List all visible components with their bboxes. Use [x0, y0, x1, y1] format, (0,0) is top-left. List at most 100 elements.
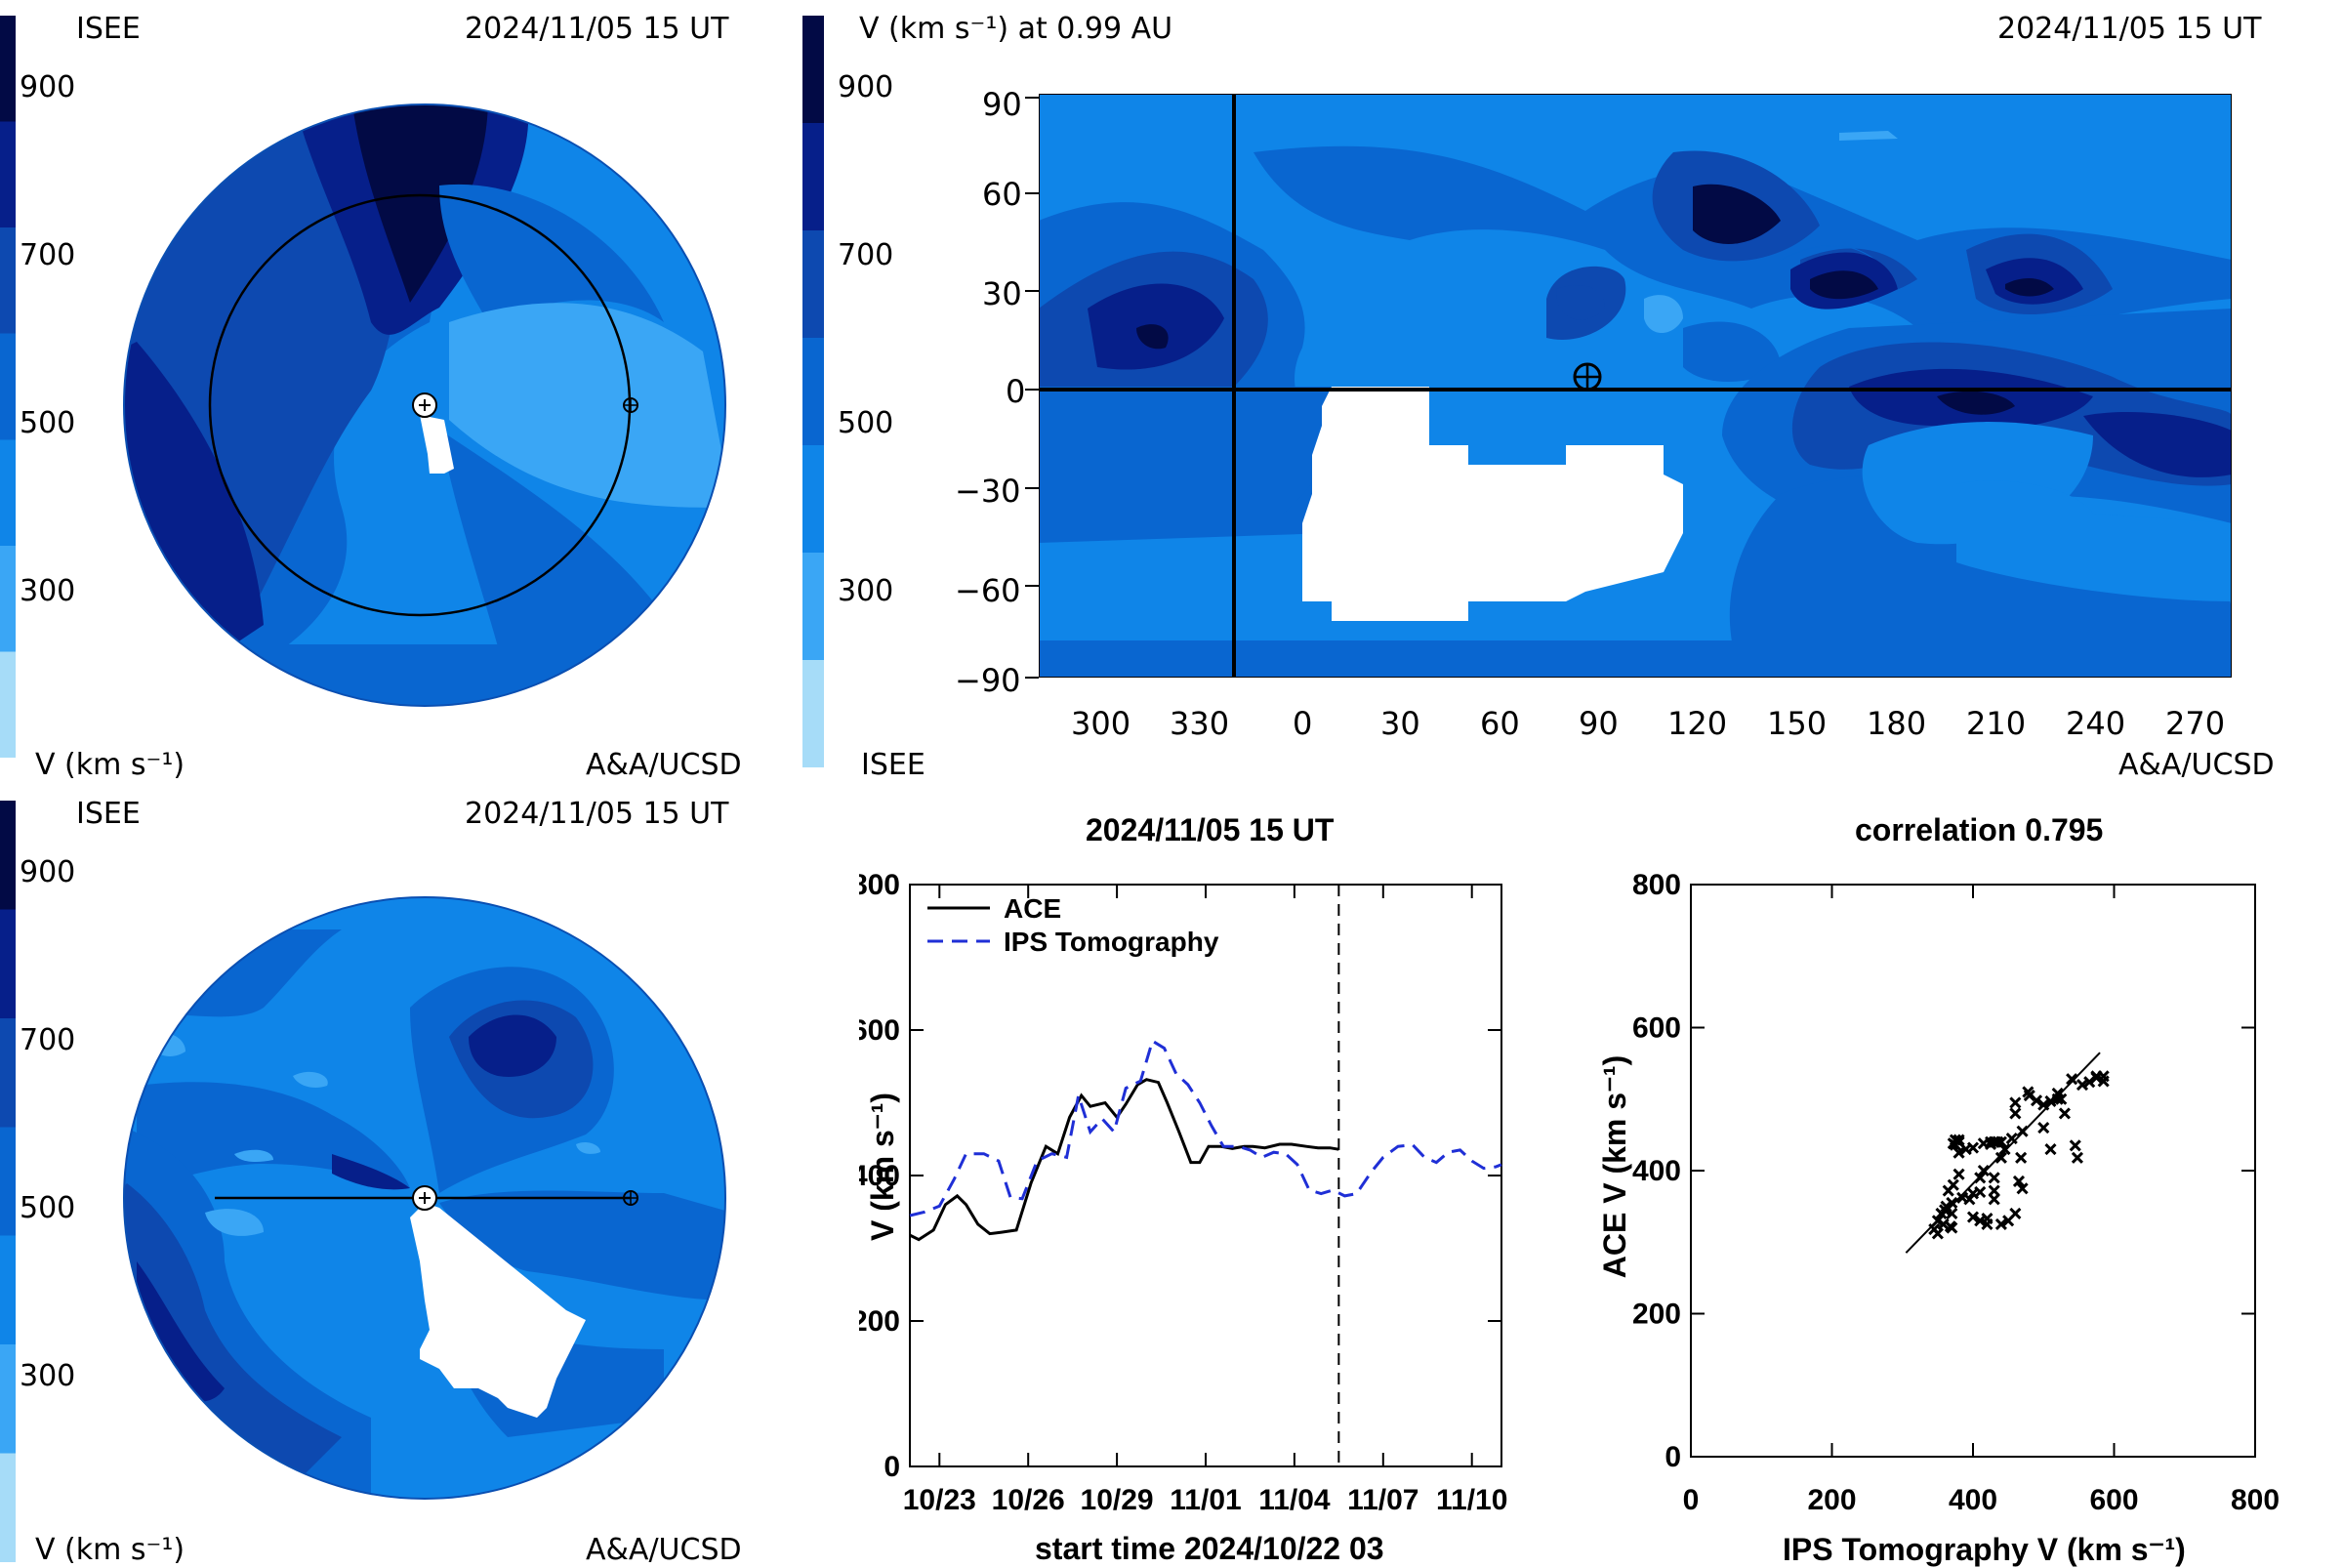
x-tick-label: 600 [2089, 1484, 2138, 1516]
scatter-point [2012, 1175, 2026, 1188]
scatter-point [1998, 1142, 2011, 1156]
scatter-plot: 0 200 400 600 800 0 200 400 600 800 [1632, 869, 2280, 1516]
scatter-point [2009, 1096, 2022, 1109]
colorbar-tick-700: 700 [20, 1023, 76, 1057]
map-x-tick: 300 [1071, 705, 1131, 742]
scatter-point [2083, 1076, 2096, 1089]
scatter-point [1988, 1193, 2000, 1206]
colorbar-tick-300: 300 [20, 1359, 76, 1393]
scatter-point [2044, 1142, 2057, 1156]
y-tick-label: 600 [1632, 1012, 1681, 1045]
colorbar-tick-700: 700 [838, 238, 894, 272]
map-x-tick: 270 [2165, 705, 2226, 742]
ips-series-line [909, 1038, 1502, 1217]
y-tick-label: 800 [1632, 869, 1681, 901]
scatter-point [2009, 1107, 2022, 1120]
map-title: V (km s⁻¹) at 0.99 AU [859, 12, 1173, 46]
scatter-point [1946, 1207, 1958, 1220]
scatter-point [1994, 1151, 2007, 1164]
legend-label: ACE [1004, 893, 1061, 924]
colorbar-tick-900: 900 [20, 70, 76, 104]
scatter-point [2037, 1098, 2050, 1111]
ace-series-line [909, 1078, 1339, 1242]
map-x-tick: 90 [1579, 705, 1619, 742]
timeseries-frame [909, 884, 1502, 1467]
ecliptic-view-plot [123, 103, 726, 707]
scatter-point [1956, 1191, 1969, 1204]
scatter-point [2015, 1151, 2028, 1164]
y-tick-label: 200 [859, 1305, 900, 1338]
colorbar-unit-label: V (km s⁻¹) [35, 1533, 185, 1567]
scatter-point [2037, 1121, 2050, 1135]
map-x-tick: 30 [1380, 705, 1420, 742]
map-y-tick: −90 [955, 662, 1021, 699]
x-tick-label: 0 [1683, 1484, 1700, 1516]
scatter-point [1949, 1138, 1961, 1151]
map-y-tick: 90 [982, 86, 1022, 123]
y-tick-label: 0 [884, 1451, 900, 1483]
colorbar-tick-300: 300 [20, 574, 76, 608]
x-tick-label: 11/07 [1347, 1484, 1418, 1516]
scatter-point [2016, 1182, 2029, 1195]
scatter-point [1944, 1220, 1956, 1233]
map-axis-ticks [1025, 97, 1039, 679]
x-tick-label: 800 [2231, 1484, 2280, 1516]
x-tick-label: 11/01 [1170, 1484, 1241, 1516]
scatter-point [2016, 1125, 2029, 1137]
y-tick-label: 400 [859, 1160, 900, 1192]
scatter-point [2076, 1079, 2089, 1092]
map-footer-right: A&A/UCSD [2118, 748, 2275, 782]
panel-footer-right: A&A/UCSD [586, 748, 742, 782]
scatter-point [1931, 1215, 1944, 1227]
x-tick-label: 10/29 [1081, 1484, 1154, 1516]
map-y-tick: 30 [982, 275, 1022, 312]
panel-title-left: ISEE [76, 797, 141, 831]
timeseries-title: 2024/11/05 15 UT [1086, 812, 1335, 847]
scatter-point [1942, 1184, 1954, 1197]
map-y-tick: −60 [955, 572, 1021, 609]
scatter-point [1974, 1172, 1987, 1184]
scatter-point [2051, 1087, 2064, 1099]
scatter-point [2066, 1073, 2078, 1086]
scatter-point [1931, 1227, 1944, 1240]
x-tick-label: 10/26 [992, 1484, 1065, 1516]
x-tick-label: 200 [1807, 1484, 1856, 1516]
scatter-point [2009, 1207, 2022, 1220]
panel-title-right: 2024/11/05 15 UT [465, 797, 729, 831]
x-tick-label: 400 [1949, 1484, 1997, 1516]
map-x-tick: 0 [1293, 705, 1313, 742]
panel-title-right: 2024/11/05 15 UT [465, 12, 729, 46]
colorbar-tick-500: 500 [20, 406, 76, 440]
scatter-point [1939, 1204, 1952, 1217]
timeseries-xlabel: start time 2024/10/22 03 [1035, 1531, 1384, 1566]
map-footer-left: ISEE [861, 748, 925, 782]
scatter-point [2069, 1139, 2081, 1152]
x-tick-label: 10/23 [903, 1484, 976, 1516]
colorbar-tick-300: 300 [838, 574, 894, 608]
scatter-point [2030, 1094, 2043, 1107]
map-y-tick: 0 [1006, 373, 1026, 410]
colorbar-tick-700: 700 [20, 238, 76, 272]
colorbar-map [802, 16, 824, 767]
panel-footer-right: A&A/UCSD [586, 1533, 742, 1567]
scatter-point [1974, 1215, 1987, 1227]
velocity-map-plot [1039, 94, 2232, 678]
scatter-point [1994, 1217, 2007, 1230]
y-tick-label: 600 [859, 1014, 900, 1047]
scatter-point [2071, 1151, 2083, 1164]
scatter-point [1966, 1141, 1980, 1154]
map-x-tick: 120 [1667, 705, 1728, 742]
scatter-frame [1690, 884, 2256, 1458]
scatter-point [1981, 1217, 1994, 1230]
colorbar-bottom-left [0, 801, 16, 1562]
panel-title-left: ISEE [76, 12, 141, 46]
timeseries-plot: 0 200 400 600 800 10/23 10/26 10/29 11/01 11/04 11… [859, 869, 1507, 1516]
legend-label: IPS Tomography [1004, 927, 1219, 957]
colorbar-unit-label: V (km s⁻¹) [35, 748, 185, 782]
map-x-tick: 210 [1966, 705, 2027, 742]
scatter-point [2055, 1093, 2068, 1105]
colorbar-tick-500: 500 [838, 406, 894, 440]
map-x-tick: 150 [1767, 705, 1828, 742]
map-x-tick: 330 [1170, 705, 1230, 742]
y-tick-label: 0 [1665, 1441, 1681, 1473]
